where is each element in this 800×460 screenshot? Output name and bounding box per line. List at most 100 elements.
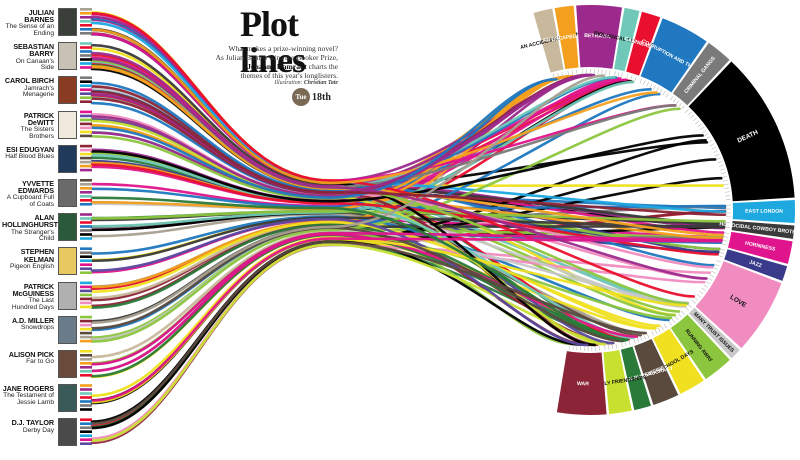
book-cover [58,315,77,344]
theme-segment [554,5,579,70]
book-stub [80,168,92,172]
wheel-tick [669,95,674,101]
plot-line [90,77,558,199]
book-stub [80,374,92,377]
book-stub [80,110,92,114]
wheel-tick [630,75,633,81]
author-name: STEPHEN KELMAN [20,247,54,264]
author-name: JULIAN BARNES [24,8,54,25]
wheel-tick [668,320,672,326]
author-name: ALAN HOLLINGHURST [2,213,58,230]
book-stub [80,221,92,224]
wheel-tick [653,85,656,90]
book-entry: JANE ROGERS The Testament of Jessie Lamb [2,385,54,406]
book-stub [80,122,92,126]
wheel-tick [681,105,685,110]
wheel-tick [665,92,669,98]
wheel-tick [709,274,715,278]
book-cover [58,110,77,139]
book-title: A Cupboard Full of Coats [6,194,54,208]
book-stub [80,28,92,31]
wheel-tick [557,72,559,78]
book-title: Snowdrops [21,324,54,331]
wheel-tick [701,129,707,134]
book-stub [80,358,92,361]
book-entry: D.J. TAYLOR Derby Day [2,419,55,434]
book-cover [58,8,77,36]
plot-line [90,209,726,223]
theme-segment [724,249,788,281]
illustration-credit: Illustration: Christian Tate [200,80,338,86]
book-entry: YVVETTE EDWARDS A Cupboard Full of Coats [2,180,54,209]
wheel-tick [604,345,606,351]
wheel-tick [722,179,728,182]
theme-segment [695,261,782,349]
book-stub [80,233,92,236]
wheel-tick [711,270,717,274]
author-name: A.D. MILLER [11,315,54,325]
wheel-tick [626,74,629,80]
book-color-stubs [80,8,92,445]
book-stub [80,259,92,262]
wheel-tick [724,226,730,228]
book-title: The Sense of an Ending [5,23,54,37]
book-entry: CAROL BIRCH Jamrach's Menagerie [2,77,54,98]
wheel-tick [691,299,696,304]
book-stub [80,195,92,198]
book-stub [80,213,92,216]
theme-label: JAZZ [748,259,763,269]
author-name: PATRICK DeWITT [23,110,54,127]
theme-segment [672,42,730,106]
wheel-tick [705,281,711,285]
book-title: Jamrach's Menagerie [22,84,54,99]
theme-segment [732,200,795,224]
book-stub [80,156,92,160]
plot-line [90,28,658,185]
book-stub [80,301,92,305]
wheel-tick [709,143,715,147]
wheel-tick [561,71,564,77]
wheel-tick [609,70,611,76]
wheel-tick [692,117,697,122]
book-stub [80,46,92,49]
wheel-tick [605,69,607,75]
theme-segment [634,339,679,405]
theme-segment [670,314,730,380]
book-entry: ESI EDUGYAN Half Blood Blues [2,146,54,161]
book-cover [58,418,77,447]
book-stub [80,319,92,323]
book-stub [80,134,92,138]
wheel-tick [646,333,650,339]
book-cover [58,42,77,71]
wheel-tick [716,260,722,263]
plot-line [90,12,695,298]
book-stub [80,191,92,194]
book-stub [80,84,92,87]
wheel-tick [696,293,701,298]
wheel-tick [724,187,730,189]
plot-line [90,223,629,341]
book-stub [80,267,92,270]
wheel-tick [659,88,663,94]
book-stub [80,54,92,57]
book-stub [80,422,92,425]
plot-line [90,240,647,425]
book-stub [80,144,92,148]
wheel-tick [633,338,636,344]
wheel-tick [707,139,713,143]
book-stub [80,404,92,407]
wheel-tick [640,336,643,342]
date-number: 18th [312,91,331,103]
author-name: JANE ROGERS [2,384,54,394]
wheel-tick [636,337,640,343]
book-stub [80,100,92,103]
plot-line [90,77,560,209]
book-stub [80,426,92,429]
wheel-tick [718,255,724,258]
book-cover [58,144,77,173]
book-stub [80,366,92,369]
wheel-tick [681,310,685,315]
book-entry: ALISON PICK Far to Go [2,351,54,366]
book-stub [80,24,92,27]
wheel-tick [567,70,569,76]
